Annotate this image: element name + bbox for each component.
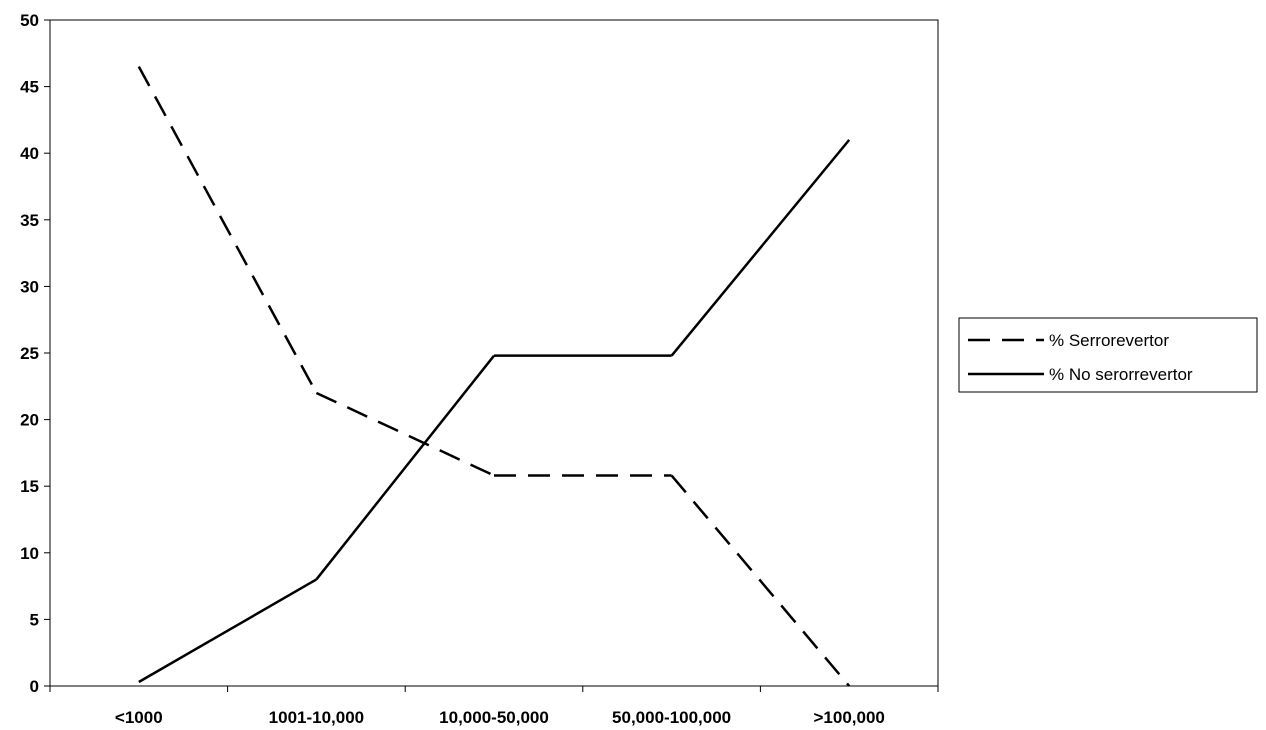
x-tick-label-1001-10-000: 1001-10,000	[269, 708, 364, 727]
x-tick-label-1000: <1000	[115, 708, 163, 727]
y-tick-label: 50	[20, 11, 39, 30]
legend-box	[958, 317, 1258, 393]
y-tick-label: 5	[30, 610, 39, 629]
y-tick-label: 30	[20, 277, 39, 296]
series-serrorevertor	[137, 66, 851, 687]
y-tick-label: 40	[20, 144, 39, 163]
legend-label-serrorevertor: % Serrorevertor	[1049, 331, 1169, 350]
x-axis: <1000 1001-10,000 10,000-50,000 50,000-100,…	[49, 686, 939, 727]
y-tick-label: 10	[20, 544, 39, 563]
y-tick-label: 0	[30, 677, 39, 696]
x-tick-label-100-000: >100,000	[814, 708, 885, 727]
series-no-serorrevertor	[138, 139, 851, 684]
y-tick-label: 15	[20, 477, 39, 496]
series-no-serorrevertor-segment-1	[315, 354, 495, 581]
series-serrorevertor-segment-0	[137, 66, 318, 394]
series-layer	[137, 66, 851, 687]
y-tick-label: 45	[20, 78, 39, 97]
series-no-serorrevertor-segment-0	[138, 578, 318, 684]
legend-label-no-serorrevertor: % No serorrevertor	[1049, 365, 1193, 384]
x-tick-label-10-000-50-000: 10,000-50,000	[439, 708, 549, 727]
series-no-serorrevertor-segment-3	[670, 139, 851, 357]
y-tick-label: 20	[20, 411, 39, 430]
x-tick-label-50-000-100-000: 50,000-100,000	[612, 708, 731, 727]
legend: % Serrorevertor % No serorrevertor	[958, 317, 1258, 393]
y-tick-label: 25	[20, 344, 39, 363]
y-tick-label: 35	[20, 211, 39, 230]
plot-area-border	[49, 19, 939, 687]
series-serrorevertor-segment-1	[315, 391, 495, 477]
series-serrorevertor-segment-3	[670, 474, 851, 687]
y-axis: 0 5 10 15 20 25 30 35 40 45 50	[20, 11, 50, 696]
